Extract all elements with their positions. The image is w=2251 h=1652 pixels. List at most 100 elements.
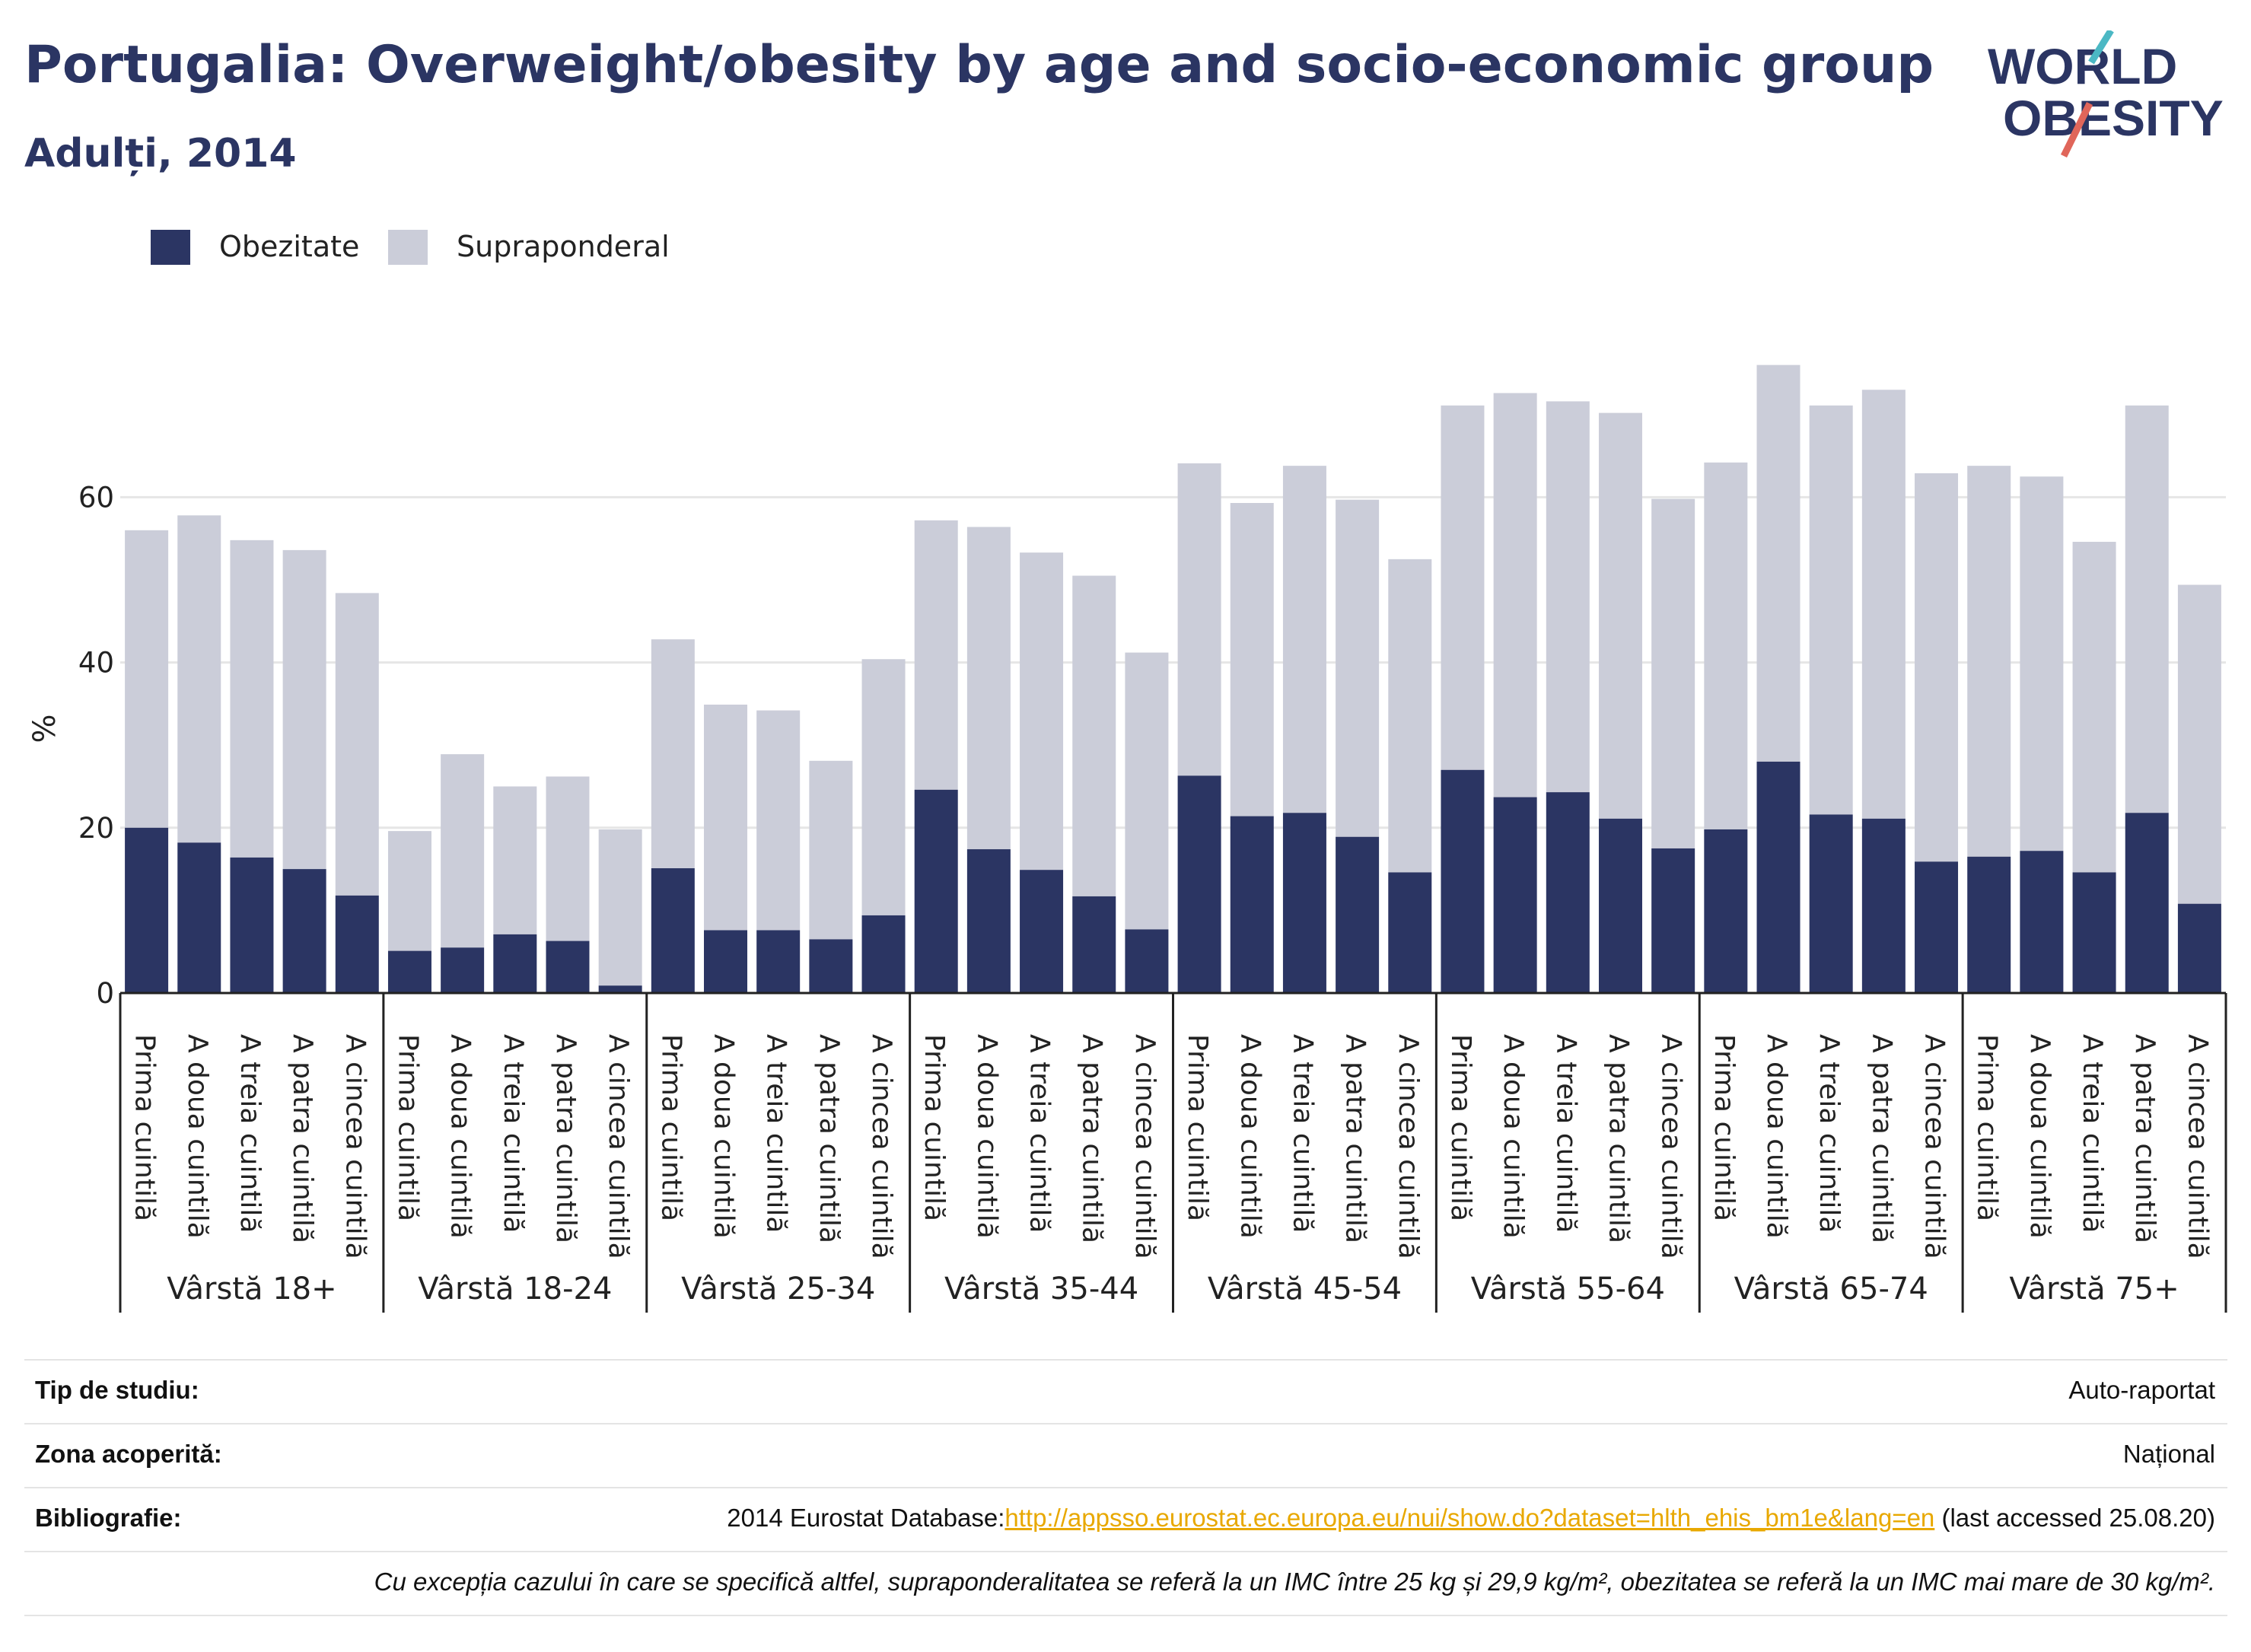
bar-overweight [1704, 462, 1748, 829]
bar-overweight [2177, 584, 2221, 904]
chart-title: Portugalia: Overweight/obesity by age an… [24, 35, 1934, 95]
bibliography-value: 2014 Eurostat Database:http://appsso.eur… [727, 1504, 2215, 1533]
bar-obesity [1336, 836, 1380, 993]
bar-overweight [598, 829, 642, 986]
bar-overweight [1336, 499, 1380, 837]
bar-obesity [335, 895, 379, 993]
bar-overweight [230, 540, 274, 858]
legend-label-overweight: Supraponderal [457, 230, 670, 263]
bar-obesity [441, 947, 485, 993]
bar-obesity [1072, 896, 1116, 993]
bar-overweight [1020, 552, 1064, 871]
bar-obesity [2125, 813, 2169, 993]
x-tick-label: Prima cuintilă [1708, 1034, 1740, 1221]
bar-obesity [1598, 818, 1642, 993]
group-label: Vârstă 75+ [2009, 1272, 2179, 1307]
x-tick-label: A doua cuintilă [1234, 1034, 1266, 1239]
group-label: Vârstă 25-34 [681, 1272, 875, 1307]
bar-overweight [1282, 466, 1326, 813]
x-tick-label: A patra cuintilă [1077, 1034, 1108, 1243]
x-tick-label: A cincea cuintilă [1656, 1034, 1687, 1259]
x-tick-label: A doua cuintilă [971, 1034, 1002, 1239]
y-tick-label: 20 [78, 812, 114, 845]
bar-obesity [177, 842, 221, 993]
x-tick-label: A treia cuintilă [498, 1034, 529, 1233]
y-axis-title: % [27, 714, 62, 743]
x-tick-label: A treia cuintilă [1024, 1034, 1055, 1233]
x-tick-label: Prima cuintilă [655, 1034, 686, 1221]
bar-overweight [335, 593, 379, 896]
legend-label-obesity: Obezitate [219, 230, 360, 263]
coverage-label: Zona acoperită: [35, 1440, 222, 1468]
y-tick-label: 40 [78, 647, 114, 680]
x-tick-label: Prima cuintilă [1182, 1034, 1213, 1221]
group-label: Vârstă 45-54 [1208, 1272, 1402, 1307]
bar-overweight [1546, 401, 1590, 793]
study-type-label: Tip de studiu: [35, 1376, 199, 1404]
x-tick-label: A doua cuintilă [1498, 1034, 1529, 1239]
bar-overweight [1756, 364, 1800, 762]
bar-obesity [1967, 856, 2011, 993]
bibliography-label: Bibliografie: [35, 1504, 182, 1532]
bar-obesity [651, 868, 695, 993]
bar-obesity [809, 939, 853, 993]
bibliography-link[interactable]: http://appsso.eurostat.ec.europa.eu/nui/… [1005, 1504, 1935, 1532]
bar-obesity [2072, 872, 2116, 993]
bar-overweight [1230, 503, 1274, 816]
x-tick-label: A treia cuintilă [2077, 1034, 2108, 1233]
group-label: Vârstă 65-74 [1734, 1272, 1928, 1307]
bar-obesity [756, 930, 801, 993]
bar-overweight [387, 831, 431, 951]
bar-obesity [493, 934, 537, 993]
x-tick-label: A patra cuintilă [287, 1034, 318, 1243]
x-tick-label: A patra cuintilă [1866, 1034, 1897, 1243]
x-tick-label: A treia cuintilă [1813, 1034, 1845, 1233]
x-tick-label: A treia cuintilă [1550, 1034, 1581, 1233]
info-table: Tip de studiu: Auto-raportat Zona acoper… [24, 1359, 2227, 1616]
study-type-value: Auto-raportat [2068, 1376, 2215, 1404]
group-label: Vârstă 18+ [167, 1272, 336, 1307]
logo-line-2: OBESITY [2003, 90, 2224, 146]
x-tick-label: A patra cuintilă [2129, 1034, 2160, 1243]
bar-overweight [1861, 390, 1906, 819]
bar-overweight [1493, 393, 1537, 797]
bar-obesity [1704, 829, 1748, 993]
bar-obesity [1177, 775, 1221, 993]
bar-obesity [861, 915, 906, 993]
legend-swatch-overweight [388, 230, 428, 265]
bar-overweight [1072, 575, 1116, 896]
bar-overweight [861, 659, 906, 915]
x-tick-label: A doua cuintilă [445, 1034, 476, 1239]
bar-overweight [546, 776, 590, 941]
bar-overweight [1598, 412, 1642, 819]
bar-overweight [1809, 405, 1853, 815]
bar-overweight [914, 520, 958, 790]
bar-obesity [1125, 929, 1169, 993]
bar-obesity [1861, 818, 1906, 993]
x-tick-label: A cincea cuintilă [866, 1034, 897, 1259]
bar-overweight [966, 527, 1011, 850]
bar-obesity [1756, 761, 1800, 993]
bar-overweight [1967, 466, 2011, 857]
bar-obesity [2177, 903, 2221, 993]
bar-obesity [1493, 797, 1537, 993]
bar-overweight [441, 754, 485, 948]
study-type-row: Tip de studiu: Auto-raportat [24, 1359, 2227, 1423]
bar-overweight [1651, 498, 1695, 848]
bar-obesity [598, 985, 642, 993]
x-tick-label: A patra cuintilă [1340, 1034, 1371, 1243]
x-tick-label: A doua cuintilă [1761, 1034, 1792, 1239]
x-tick-label: A patra cuintilă [550, 1034, 581, 1243]
x-tick-label: Prima cuintilă [919, 1034, 950, 1221]
bar-overweight [809, 760, 853, 940]
bar-overweight [493, 786, 537, 934]
x-tick-label: A patra cuintilă [1603, 1034, 1634, 1243]
x-tick-label: A doua cuintilă [2024, 1034, 2055, 1239]
x-tick-label: A treia cuintilă [1287, 1034, 1318, 1233]
world-obesity-logo: WORLD OBESITY [1988, 30, 2224, 158]
bar-obesity [1651, 848, 1695, 993]
bar-obesity [282, 869, 326, 993]
x-tick-label: A cincea cuintilă [339, 1034, 371, 1259]
bar-overweight [1915, 473, 1959, 862]
bar-obesity [1230, 816, 1274, 993]
